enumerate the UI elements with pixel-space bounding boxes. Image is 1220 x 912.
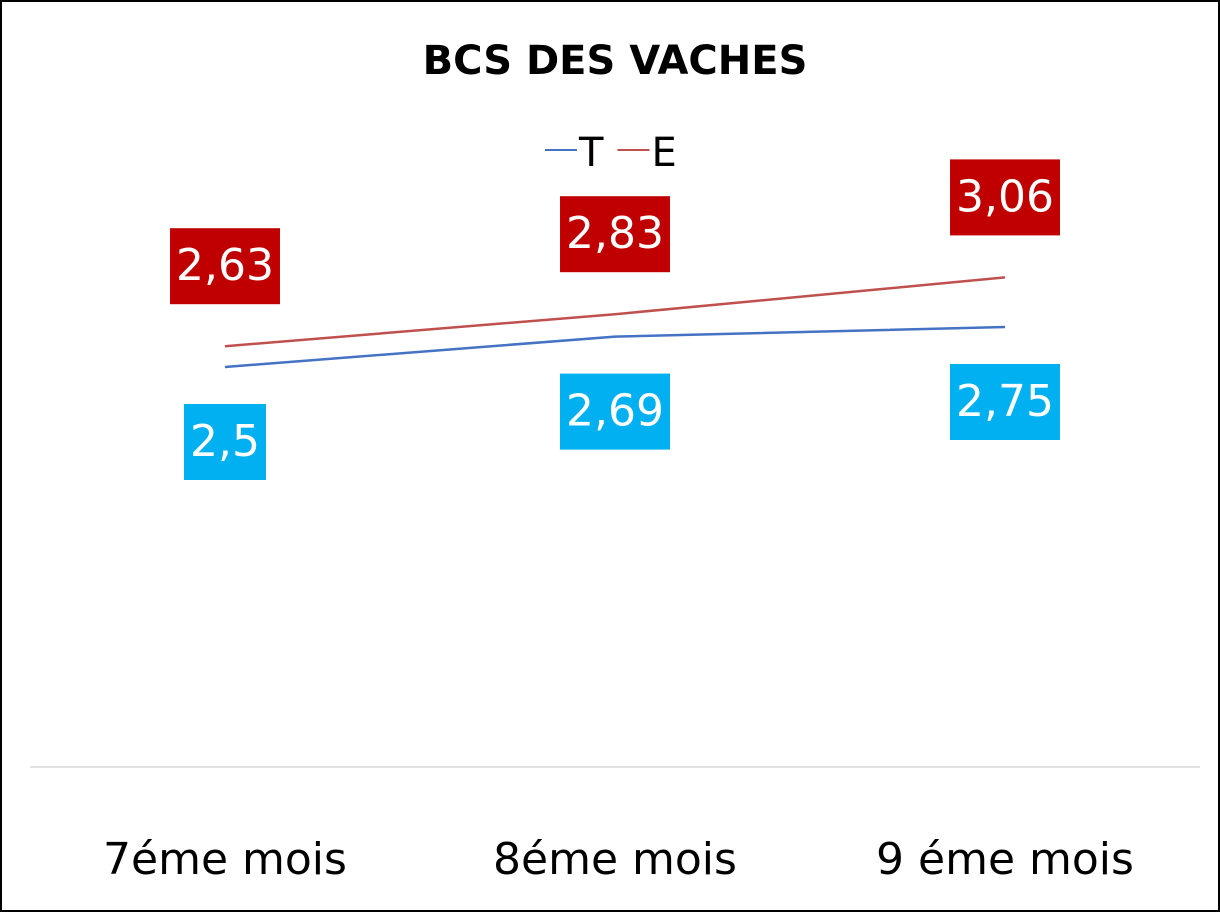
data-label-box (950, 159, 1060, 236)
data-label: 2,69 (566, 386, 664, 437)
data-label: 2,83 (566, 208, 664, 259)
data-label: 2,63 (176, 240, 274, 291)
legend-label: T (578, 130, 604, 176)
x-tick-label: 9 éme mois (876, 834, 1134, 885)
data-label-box (184, 404, 266, 480)
series-line (224, 276, 1006, 348)
chart-title: BCS DES VACHES (423, 38, 808, 84)
x-tick-label: 7éme mois (103, 834, 347, 885)
data-label-box (560, 196, 670, 273)
data-label-box (170, 228, 280, 305)
data-label: 2,5 (190, 416, 260, 467)
data-label: 2,75 (956, 376, 1054, 427)
series-line (224, 325, 1006, 369)
x-tick-label: 8éme mois (493, 834, 737, 885)
data-label: 3,06 (956, 171, 1054, 222)
data-label-box (950, 364, 1060, 440)
data-label-box (560, 373, 670, 450)
legend-label: E (651, 130, 676, 176)
